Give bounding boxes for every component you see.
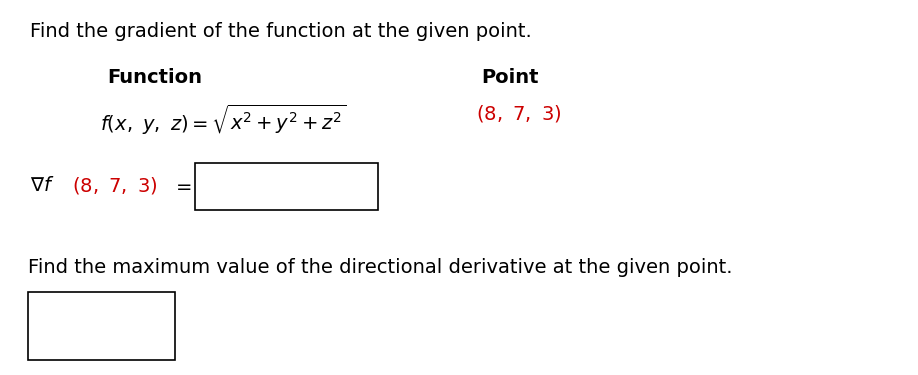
Text: $=$: $=$ [172, 176, 192, 195]
Text: Find the gradient of the function at the given point.: Find the gradient of the function at the… [30, 22, 532, 41]
Text: Function: Function [107, 68, 203, 87]
Text: $(8,\ 7,\ 3)$: $(8,\ 7,\ 3)$ [72, 174, 158, 195]
Text: $(8,\ 7,\ 3)$: $(8,\ 7,\ 3)$ [476, 103, 562, 124]
Text: Find the maximum value of the directional derivative at the given point.: Find the maximum value of the directiona… [28, 258, 733, 277]
Text: Point: Point [481, 68, 539, 87]
FancyBboxPatch shape [28, 292, 175, 360]
Text: $f(x,\ y,\ z) = \sqrt{x^2+y^2+z^2}$: $f(x,\ y,\ z) = \sqrt{x^2+y^2+z^2}$ [100, 103, 346, 137]
Text: $\nabla f$: $\nabla f$ [30, 176, 54, 195]
FancyBboxPatch shape [195, 163, 378, 210]
